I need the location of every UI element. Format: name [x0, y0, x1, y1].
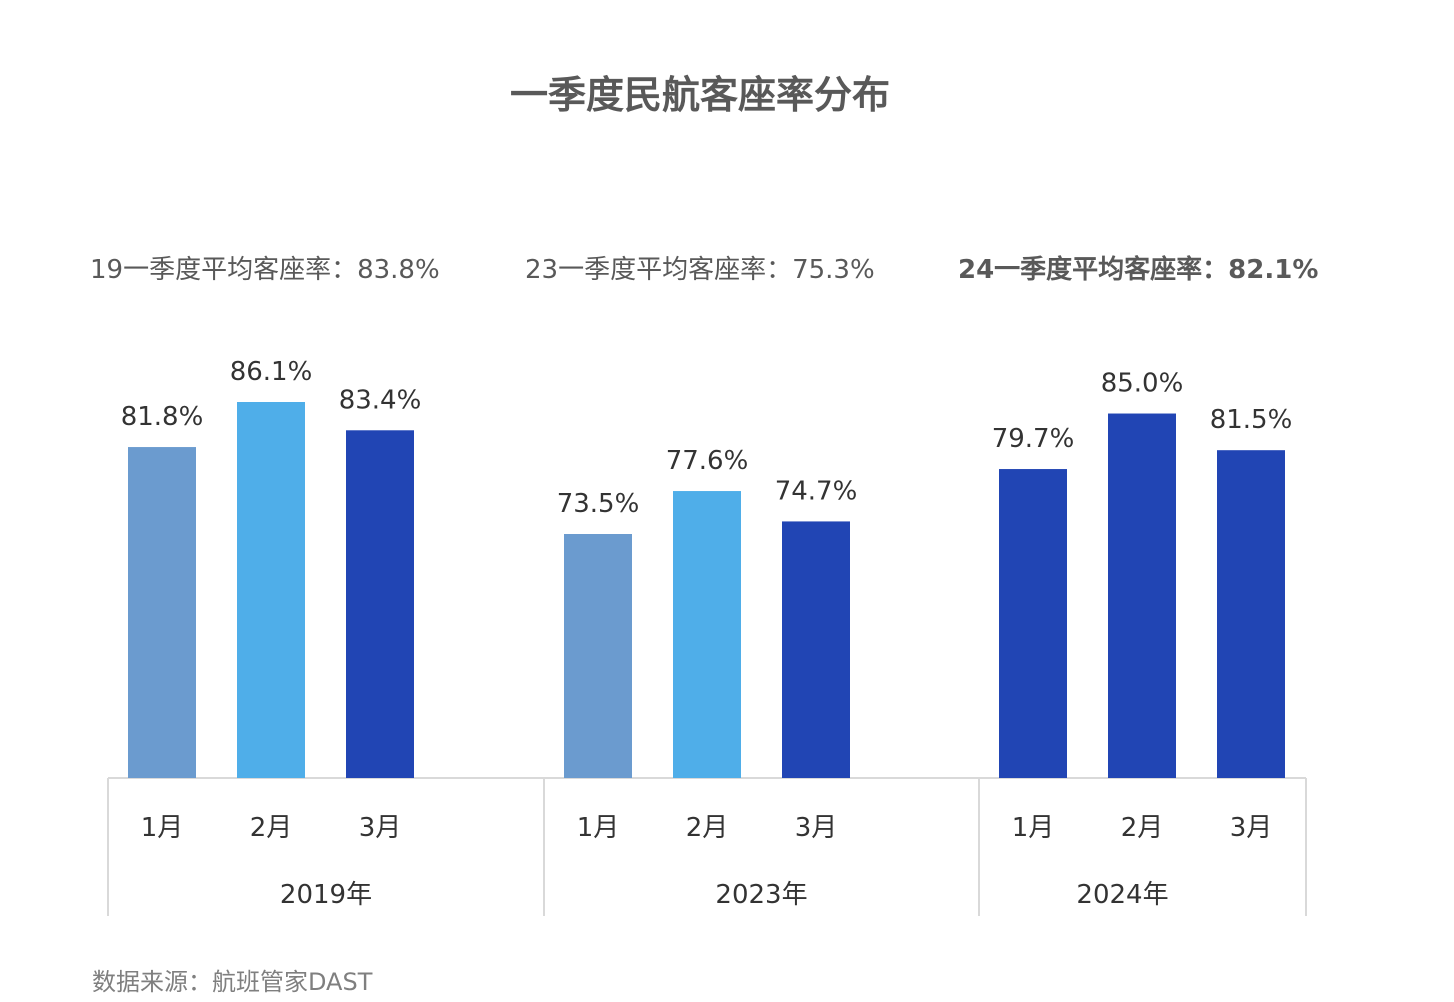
group-average-label: 23一季度平均客座率：75.3%: [525, 255, 875, 285]
data-label: 86.1%: [230, 357, 313, 387]
year-group-label: 2024年: [1076, 880, 1168, 910]
month-tick-label: 2月: [1121, 813, 1164, 843]
data-source-note: 数据来源：航班管家DAST: [92, 968, 373, 996]
data-label: 81.5%: [1210, 405, 1293, 435]
month-tick-label: 1月: [577, 813, 620, 843]
group-average-label: 24一季度平均客座率：82.1%: [958, 254, 1318, 285]
bar: [128, 447, 196, 778]
bar: [999, 469, 1067, 778]
bar: [1217, 450, 1285, 778]
year-group-label: 2023年: [715, 880, 807, 910]
data-label: 81.8%: [121, 402, 204, 432]
bar: [237, 402, 305, 778]
month-tick-label: 3月: [359, 813, 402, 843]
chart-title: 一季度民航客座率分布: [510, 73, 890, 117]
data-label: 74.7%: [775, 476, 858, 506]
bar: [1108, 413, 1176, 778]
month-tick-label: 3月: [795, 813, 838, 843]
data-label: 79.7%: [992, 424, 1075, 454]
data-label: 73.5%: [557, 489, 640, 519]
plot-area: 19一季度平均客座率：83.8% 81.8% 1月 86.1% 2月 83.4% 3月 201…: [90, 254, 1318, 916]
month-tick-label: 1月: [1012, 813, 1055, 843]
month-tick-label: 1月: [141, 813, 184, 843]
bar: [782, 521, 850, 778]
month-tick-label: 2月: [686, 813, 729, 843]
bar: [673, 491, 741, 778]
data-label: 83.4%: [339, 385, 422, 415]
month-tick-label: 3月: [1230, 813, 1273, 843]
data-label: 85.0%: [1101, 369, 1184, 399]
month-tick-label: 2月: [250, 813, 293, 843]
year-group-label: 2019年: [280, 880, 372, 910]
data-label: 77.6%: [666, 446, 749, 476]
bar: [564, 534, 632, 778]
group-average-label: 19一季度平均客座率：83.8%: [90, 255, 440, 285]
bar: [346, 430, 414, 778]
